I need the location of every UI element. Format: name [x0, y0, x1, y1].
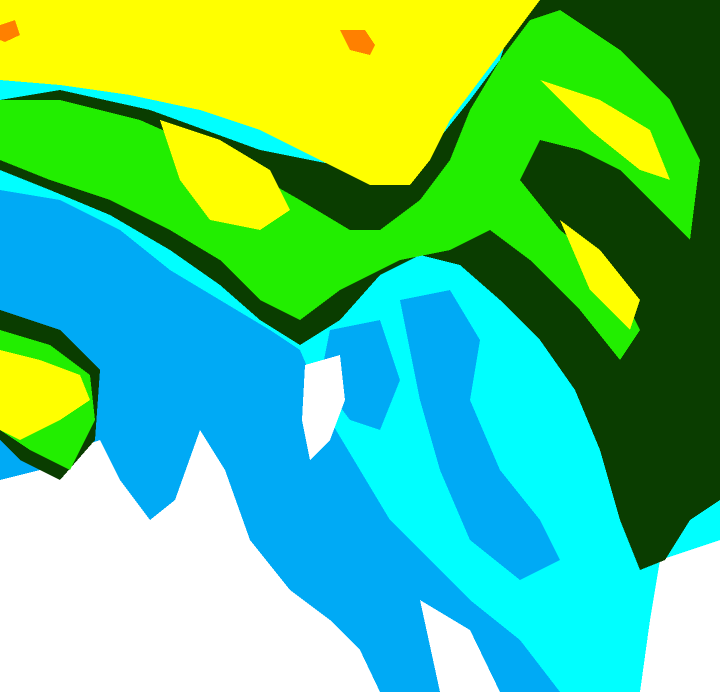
white-region [302, 355, 345, 460]
white-region [420, 600, 500, 692]
yellow-region [540, 80, 670, 180]
yellow-region [560, 220, 640, 330]
yellow-region [0, 0, 540, 185]
yellow-region [0, 350, 90, 440]
green-region [0, 10, 700, 360]
orange-spot [0, 20, 20, 42]
yellow-region [160, 120, 290, 230]
orange-spot [340, 30, 375, 55]
white-region [640, 540, 720, 692]
white-region [0, 430, 380, 692]
blue-region [400, 290, 560, 580]
